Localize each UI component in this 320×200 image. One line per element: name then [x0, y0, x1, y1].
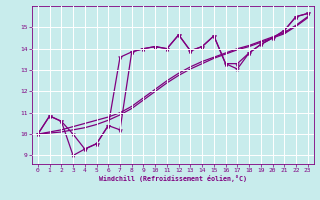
X-axis label: Windchill (Refroidissement éolien,°C): Windchill (Refroidissement éolien,°C) [99, 175, 247, 182]
